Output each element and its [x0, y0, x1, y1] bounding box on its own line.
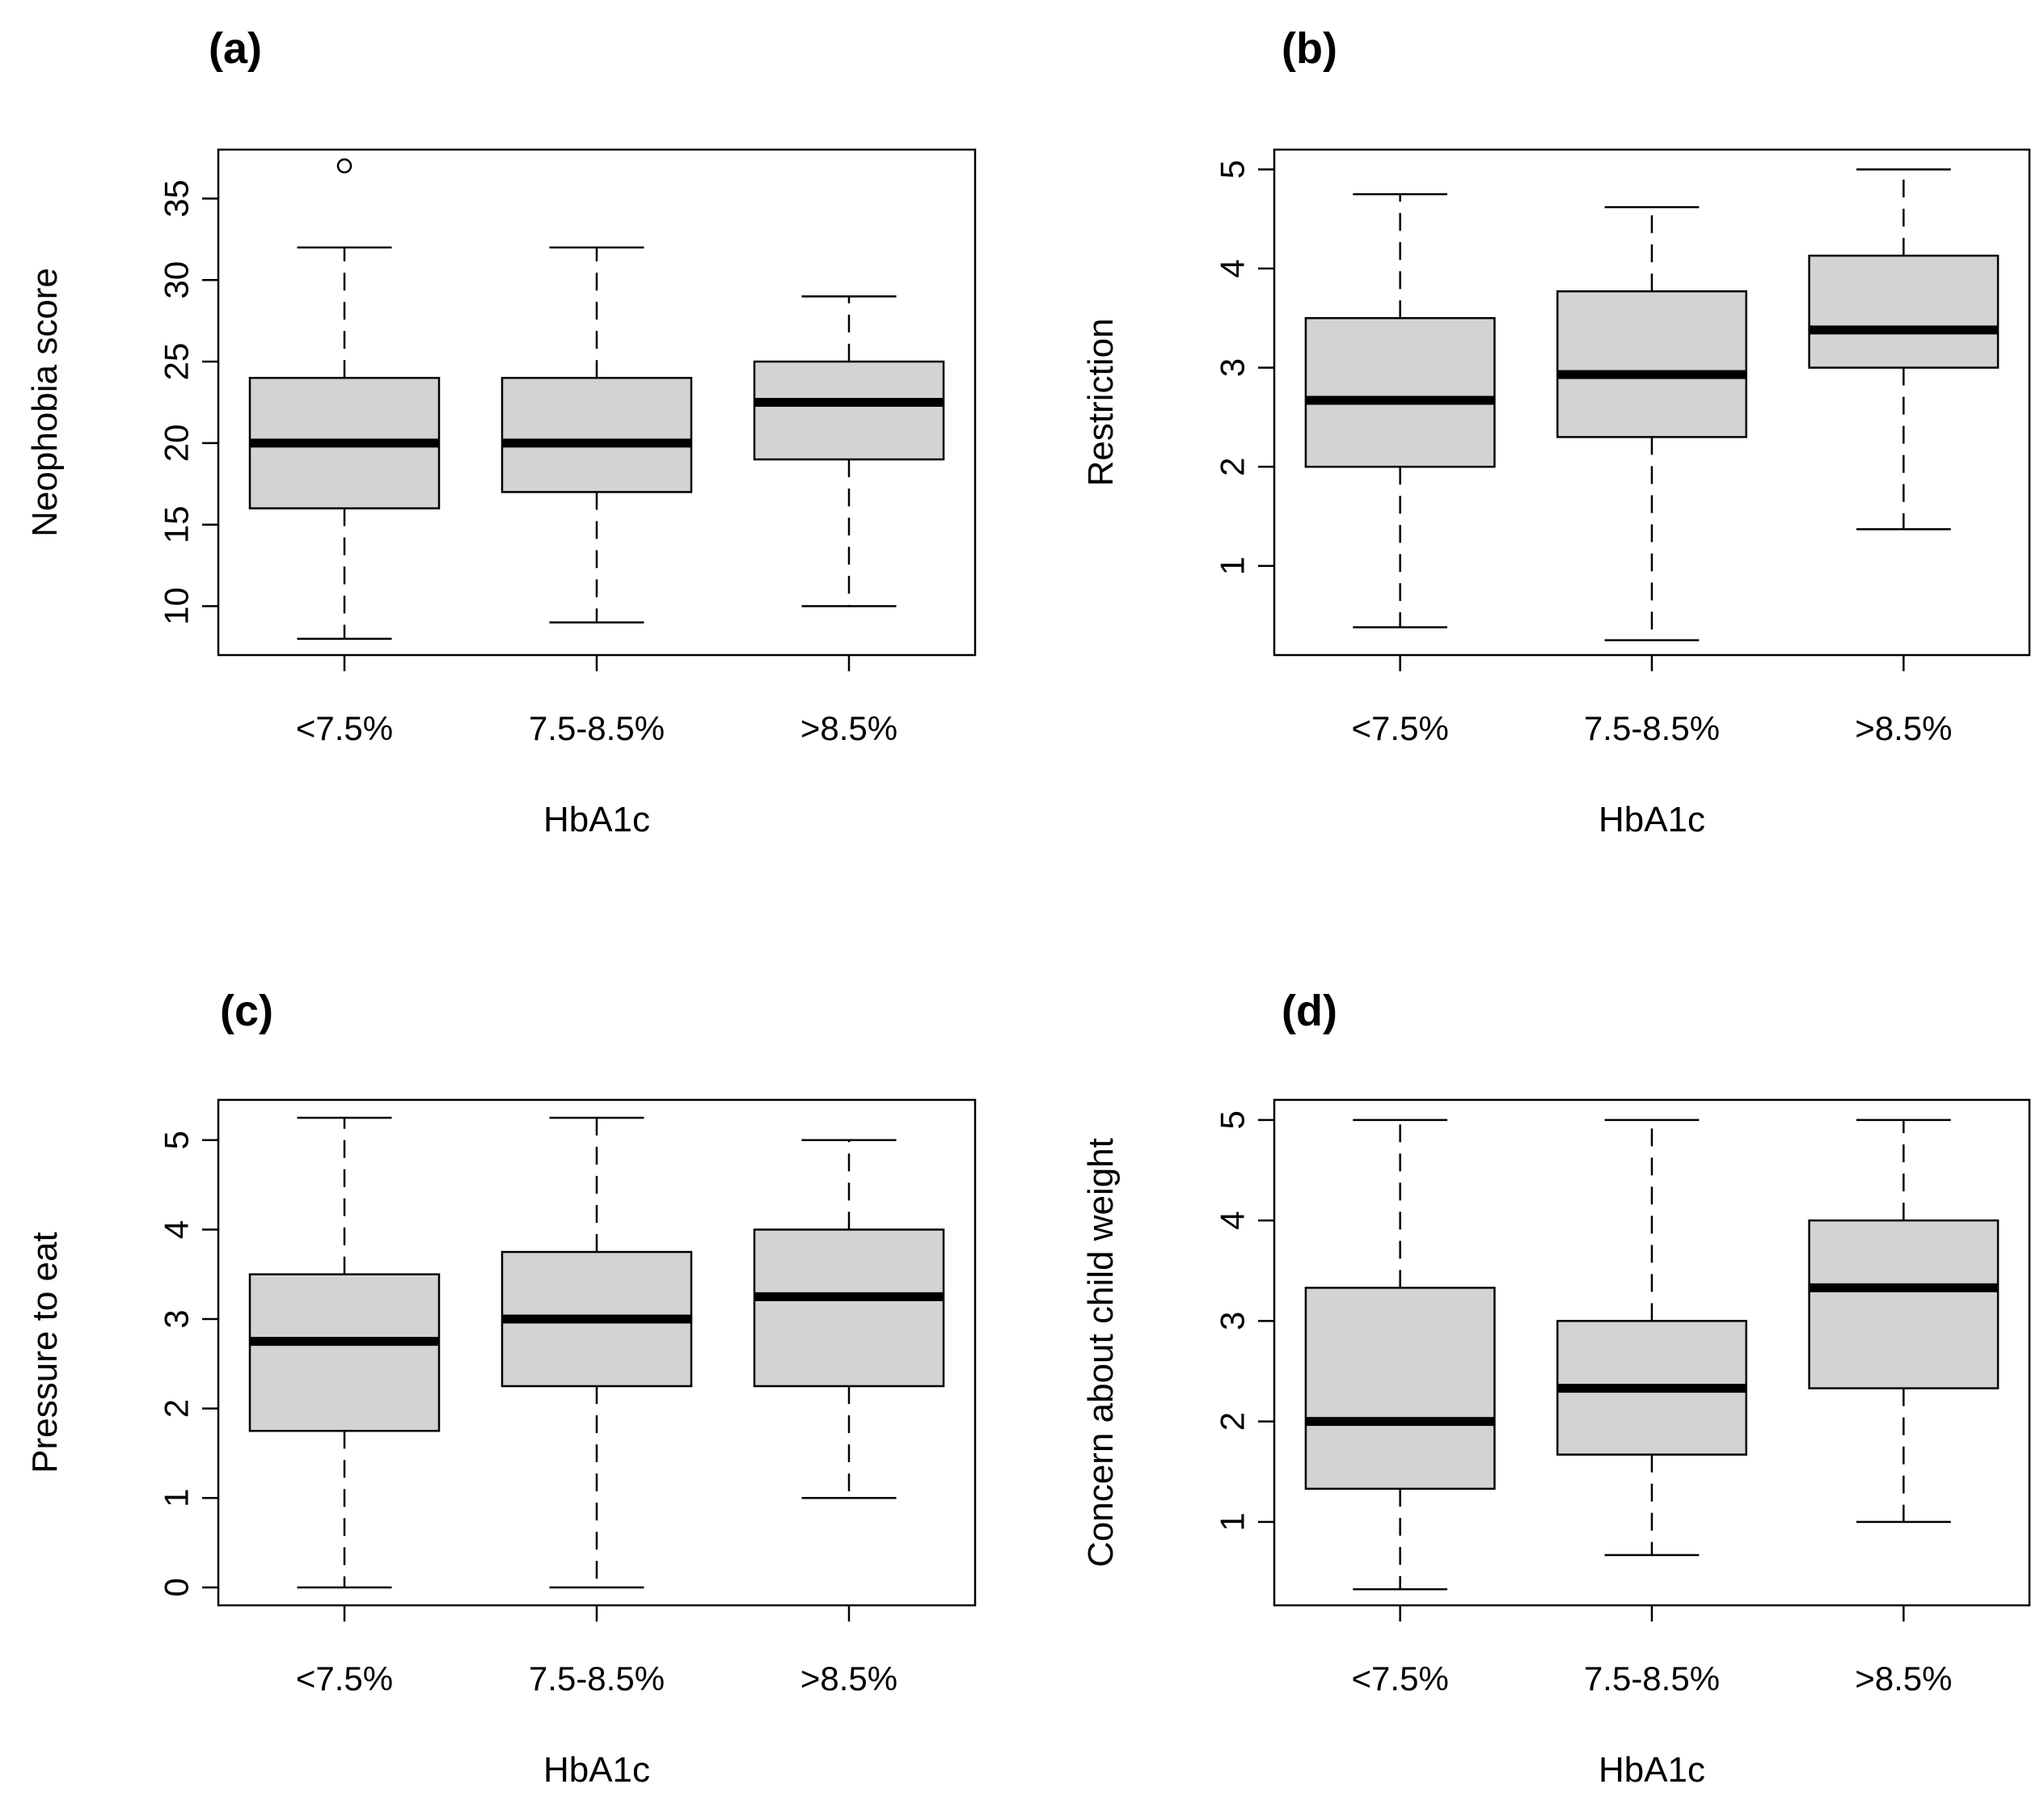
x-axis-label: HbA1c	[1598, 1750, 1705, 1790]
iqr-box	[1304, 1287, 1496, 1490]
y-tick-label: 10	[158, 587, 196, 625]
x-tick-label: <7.5%	[296, 1660, 393, 1698]
panel-b: (b) 1 2 3 4 5 Restriction <7.5% 7.5-8.5% >8.5% HbA…	[1081, 24, 2031, 839]
y-tick-label: 1	[1214, 1512, 1252, 1531]
panel-title: (d)	[1282, 987, 1337, 1035]
y-axis: 1 2 3 4 5	[1214, 1110, 1274, 1532]
iqr-box	[1808, 254, 2000, 369]
x-axis: <7.5% 7.5-8.5% >8.5%	[1352, 1605, 1952, 1698]
box-0	[248, 1116, 441, 1589]
box-1	[1556, 1118, 1747, 1557]
panel-a: (a) 10 15 20 25 30 35 Neophobia score <7.5% 7.5-8…	[25, 24, 977, 839]
panel-d: (d) 1 2 3 4 5 Concern about child weight <7.5% 7…	[1081, 987, 2031, 1790]
panel-title: (b)	[1282, 24, 1337, 73]
x-axis: <7.5% 7.5-8.5% >8.5%	[296, 655, 897, 747]
x-tick-label: 7.5-8.5%	[1584, 709, 1720, 747]
panel-c: (c) 0 1 2 3 4 5 Pressure to eat <7.5% 7.5-8.5% >8.…	[25, 987, 977, 1790]
y-tick-label: 4	[158, 1220, 196, 1239]
box-2	[1808, 1118, 2000, 1524]
iqr-box	[500, 377, 693, 493]
y-tick-label: 2	[1214, 1412, 1252, 1431]
panel-title: (a)	[209, 24, 262, 73]
box-0	[248, 158, 441, 641]
iqr-box	[753, 1228, 945, 1388]
box-1	[500, 246, 693, 624]
x-tick-label: 7.5-8.5%	[529, 1660, 665, 1698]
x-axis-label: HbA1c	[543, 800, 650, 839]
x-tick-label: >8.5%	[1855, 1660, 1952, 1698]
x-tick-label: >8.5%	[800, 1660, 897, 1698]
y-tick-label: 15	[158, 505, 196, 543]
y-tick-label: 2	[158, 1399, 196, 1418]
box-2	[753, 295, 945, 607]
iqr-box	[753, 360, 945, 461]
y-tick-label: 35	[158, 180, 196, 218]
x-axis: <7.5% 7.5-8.5% >8.5%	[1352, 655, 1952, 747]
x-tick-label: >8.5%	[1855, 709, 1952, 747]
x-axis-label: HbA1c	[543, 1750, 650, 1790]
y-tick-label: 3	[158, 1309, 196, 1328]
box-2	[1808, 168, 2000, 531]
y-tick-label: 20	[158, 425, 196, 463]
box-0	[1304, 1118, 1496, 1591]
y-tick-label: 4	[1214, 1211, 1252, 1229]
x-tick-label: 7.5-8.5%	[1584, 1660, 1720, 1698]
y-tick-label: 30	[158, 261, 196, 299]
y-axis: 10 15 20 25 30 35	[158, 180, 218, 625]
x-tick-label: <7.5%	[296, 709, 393, 747]
iqr-box	[1556, 290, 1747, 438]
y-axis-label: Concern about child weight	[1081, 1138, 1121, 1567]
y-axis: 1 2 3 4 5	[1214, 160, 1274, 575]
y-tick-label: 3	[1214, 358, 1252, 377]
y-tick-label: 1	[1214, 556, 1252, 575]
y-tick-label: 1	[158, 1489, 196, 1507]
y-axis: 0 1 2 3 4 5	[158, 1131, 218, 1597]
box-0	[1304, 192, 1496, 628]
y-axis-label: Restriction	[1081, 319, 1121, 487]
x-axis: <7.5% 7.5-8.5% >8.5%	[296, 1605, 897, 1698]
box-1	[1556, 205, 1747, 641]
x-tick-label: <7.5%	[1352, 709, 1449, 747]
y-tick-label: 0	[158, 1578, 196, 1596]
panel-title: (c)	[220, 987, 273, 1035]
y-tick-label: 3	[1214, 1312, 1252, 1330]
iqr-box	[1304, 317, 1496, 468]
box-1	[500, 1116, 693, 1589]
y-tick-label: 5	[1214, 1110, 1252, 1129]
y-tick-label: 4	[1214, 259, 1252, 277]
outlier-point	[336, 158, 353, 174]
y-tick-label: 5	[1214, 160, 1252, 179]
y-tick-label: 25	[158, 343, 196, 381]
box-2	[753, 1139, 945, 1499]
y-axis-label: Neophobia score	[25, 268, 65, 537]
x-axis-label: HbA1c	[1598, 800, 1705, 839]
x-tick-label: 7.5-8.5%	[529, 709, 665, 747]
y-axis-label: Pressure to eat	[25, 1232, 65, 1473]
y-tick-label: 5	[158, 1131, 196, 1149]
iqr-box	[248, 1273, 441, 1432]
iqr-box	[1808, 1219, 2000, 1389]
y-tick-label: 2	[1214, 457, 1252, 476]
x-tick-label: <7.5%	[1352, 1660, 1449, 1698]
x-tick-label: >8.5%	[800, 709, 897, 747]
